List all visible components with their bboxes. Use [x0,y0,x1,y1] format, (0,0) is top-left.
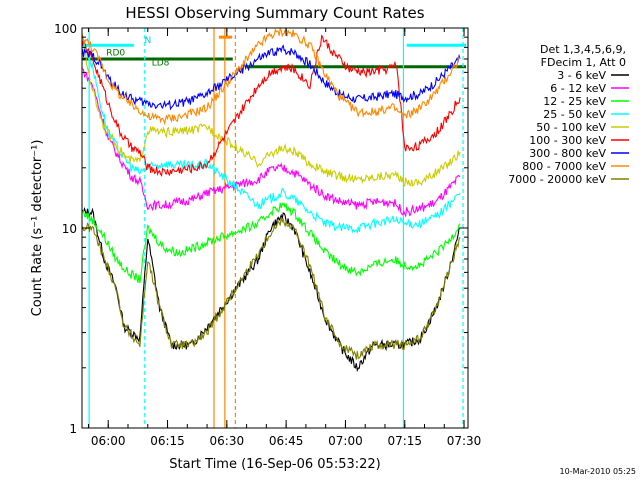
legend-label-1: 6 - 12 keV [550,82,606,95]
legend-label-6: 300 - 800 keV [529,147,606,160]
series-line-3 [82,39,461,235]
x-axis-label: Start Time (16-Sep-06 05:53:22) [169,457,380,472]
legend-label-5: 100 - 300 keV [529,134,606,147]
legend-header-1: Det 1,3,4,5,6,9, [540,43,626,56]
legend-header-2: FDecim 1, Att 0 [541,56,626,69]
series-line-5 [81,34,461,177]
x-tick-label-6: 07:30 [447,434,482,448]
series-line-7 [81,26,461,126]
legend-label-3: 25 - 50 keV [543,108,606,121]
legend-label-4: 50 - 100 keV [536,121,606,134]
annotation-0: N [144,36,151,46]
y-tick-label-0: 1 [69,422,77,436]
series-line-6 [81,44,461,111]
legend-label-8: 7000 - 20000 keV [508,173,606,186]
series-line-4 [82,42,461,187]
x-tick-label-0: 06:00 [91,434,126,448]
series-line-1 [82,68,461,218]
legend-label-2: 12 - 25 keV [543,95,606,108]
x-tick-label-4: 07:00 [328,434,363,448]
y-axis-label: Count Rate (s⁻¹ detector⁻¹) [30,140,45,317]
y-tick-label-2: 100 [54,22,77,36]
chart-title: HESSI Observing Summary Count Rates [125,4,424,22]
series-line-8 [81,216,461,360]
series-lines [81,26,461,373]
y-tick-label-1: 10 [62,222,77,236]
annotations: N RD0 LD8 [106,36,169,68]
annotation-1: RD0 [106,48,125,58]
annotation-2: LD8 [152,58,170,68]
footer-timestamp: 10-Mar-2010 05:25 [560,467,637,476]
x-tick-label-3: 06:45 [269,434,304,448]
legend-label-0: 3 - 6 keV [557,69,606,82]
axes: 06:00 06:15 06:30 06:45 07:00 07:15 07:30 1 10 10… [54,22,481,448]
x-tick-label-5: 07:15 [387,434,422,448]
x-tick-label-1: 06:15 [150,434,185,448]
legend-label-7: 800 - 7000 keV [522,160,606,173]
series-line-2 [82,201,461,284]
x-tick-label-2: 06:30 [210,434,245,448]
status-bars [82,35,467,69]
